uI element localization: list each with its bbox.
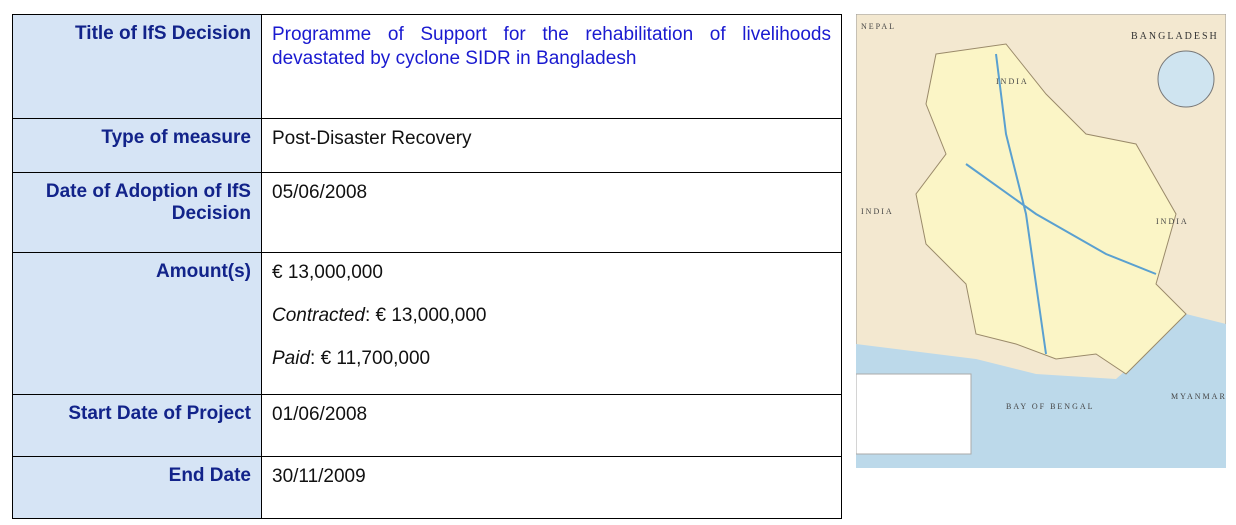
- row-value: € 13,000,000 Contracted: € 13,000,000 Paid…: [261, 252, 842, 395]
- map-label: INDIA: [996, 77, 1029, 86]
- table-row: Start Date of Project 01/06/2008: [12, 394, 842, 457]
- value-text: : € 13,000,000: [364, 305, 487, 326]
- inset: [1157, 50, 1215, 108]
- row-value: 30/11/2009: [261, 456, 842, 519]
- row-value: Post-Disaster Recovery: [261, 118, 842, 173]
- value-line: 01/06/2008: [272, 403, 831, 427]
- value-text: Programme of Support for the rehabilitat…: [272, 24, 831, 69]
- table-row: Date of Adoption of IfS Decision 05/06/20…: [12, 172, 842, 253]
- value-line: Programme of Support for the rehabilitat…: [272, 23, 831, 71]
- value-line: 05/06/2008: [272, 181, 831, 205]
- map-label: INDIA: [1156, 217, 1189, 226]
- value-text: € 13,000,000: [272, 262, 383, 283]
- map: BANGLADESH NEPAL INDIA INDIA INDIA MYANM…: [856, 14, 1226, 468]
- table-row: Title of IfS Decision Programme of Suppor…: [12, 14, 842, 119]
- value-line: € 13,000,000: [272, 261, 831, 285]
- value-line: Paid: € 11,700,000: [272, 347, 831, 371]
- row-label: Type of measure: [12, 118, 262, 173]
- map-label: NEPAL: [861, 22, 896, 31]
- rivers: [965, 53, 1157, 355]
- legend-box: [856, 373, 972, 455]
- row-label: End Date: [12, 456, 262, 519]
- value-text: : € 11,700,000: [310, 348, 431, 369]
- value-line: 30/11/2009: [272, 465, 831, 489]
- row-label: Title of IfS Decision: [12, 14, 262, 119]
- value-text: 05/06/2008: [272, 182, 368, 203]
- value-line: Contracted: € 13,000,000: [272, 304, 831, 328]
- value-emphasis: Contracted: [272, 305, 365, 326]
- row-value: 01/06/2008: [261, 394, 842, 457]
- row-label: Start Date of Project: [12, 394, 262, 457]
- map-label: INDIA: [861, 207, 894, 216]
- map-label: MYANMAR: [1171, 392, 1226, 401]
- row-label: Date of Adoption of IfS Decision: [12, 172, 262, 253]
- map-label: BAY OF BENGAL: [1006, 402, 1095, 411]
- value-text: 01/06/2008: [272, 404, 368, 425]
- row-value: Programme of Support for the rehabilitat…: [261, 14, 842, 119]
- country: [915, 43, 1187, 375]
- value-emphasis: Paid: [272, 348, 311, 369]
- row-value: 05/06/2008: [261, 172, 842, 253]
- value-line: Post-Disaster Recovery: [272, 127, 831, 151]
- table-row: Type of measure Post-Disaster Recovery: [12, 118, 842, 173]
- value-text: 30/11/2009: [272, 466, 366, 487]
- table-row: End Date 30/11/2009: [12, 456, 842, 519]
- map-title: BANGLADESH: [1131, 31, 1219, 42]
- value-text: Post-Disaster Recovery: [272, 128, 472, 149]
- info-table: Title of IfS Decision Programme of Suppor…: [12, 14, 842, 519]
- table-row: Amount(s) € 13,000,000 Contracted: € 13,00…: [12, 252, 842, 395]
- row-label: Amount(s): [12, 252, 262, 395]
